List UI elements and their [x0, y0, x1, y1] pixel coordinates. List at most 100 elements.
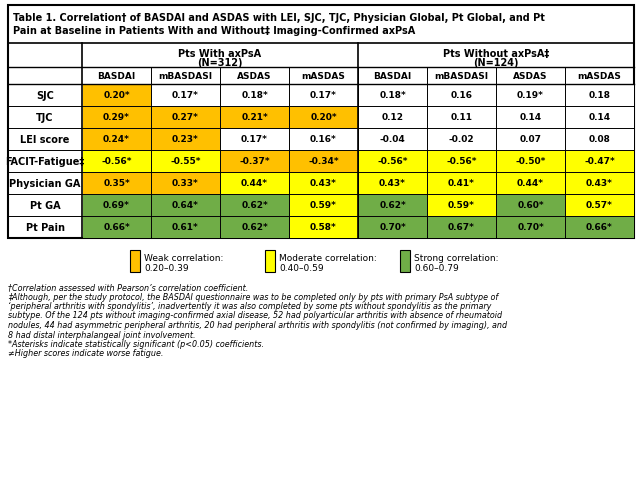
Text: 0.58*: 0.58*	[310, 223, 337, 232]
Text: 0.43*: 0.43*	[586, 179, 613, 188]
Bar	[358, 129, 426, 150]
Text: mBASDASI: mBASDASI	[159, 72, 213, 81]
Text: BASDAI: BASDAI	[374, 72, 412, 81]
Text: -0.34*: -0.34*	[308, 157, 339, 166]
Text: 0.21*: 0.21*	[241, 113, 268, 122]
Bar	[220, 173, 288, 194]
Text: 0.27*: 0.27*	[172, 113, 199, 122]
Text: 0.62*: 0.62*	[379, 201, 406, 210]
Bar	[152, 107, 220, 128]
Bar	[220, 195, 288, 216]
Text: 0.62*: 0.62*	[241, 201, 268, 210]
Text: 0.29*: 0.29*	[103, 113, 130, 122]
Text: TJC: TJC	[36, 113, 54, 123]
Text: 0.12: 0.12	[381, 113, 404, 122]
Text: 0.17*: 0.17*	[310, 91, 337, 101]
Text: *Asterisks indicate statistically significant (p<0.05) coefficients.: *Asterisks indicate statistically signif…	[8, 339, 264, 348]
Bar	[496, 151, 564, 172]
Bar	[566, 173, 634, 194]
Text: -0.56*: -0.56*	[446, 157, 477, 166]
Bar	[428, 151, 496, 172]
Text: mBASDASI: mBASDASI	[435, 72, 489, 81]
Bar	[83, 107, 150, 128]
Text: 0.18*: 0.18*	[241, 91, 268, 101]
Text: SJC: SJC	[36, 91, 54, 101]
Text: 0.23*: 0.23*	[172, 135, 199, 144]
Bar	[566, 107, 634, 128]
Bar	[83, 195, 150, 216]
Text: ASDAS: ASDAS	[238, 72, 272, 81]
Text: 0.16*: 0.16*	[310, 135, 337, 144]
Text: 8 had distal interphalangeal joint involvement.: 8 had distal interphalangeal joint invol…	[8, 330, 196, 339]
Bar	[152, 195, 220, 216]
Text: 0.14: 0.14	[589, 113, 611, 122]
Text: 0.17*: 0.17*	[172, 91, 199, 101]
Text: ‘peripheral arthritis with spondylitis’, inadvertently it was also completed by : ‘peripheral arthritis with spondylitis’,…	[8, 302, 491, 310]
Text: 0.60–0.79: 0.60–0.79	[414, 264, 459, 272]
Text: 0.70*: 0.70*	[517, 223, 544, 232]
Text: 0.59*: 0.59*	[310, 201, 337, 210]
Bar	[428, 173, 496, 194]
Bar	[496, 173, 564, 194]
Text: 0.40–0.59: 0.40–0.59	[279, 264, 324, 272]
Text: 0.19*: 0.19*	[517, 91, 544, 101]
Bar	[83, 217, 150, 238]
Text: 0.20*: 0.20*	[103, 91, 130, 101]
Bar	[290, 151, 358, 172]
Bar	[358, 107, 426, 128]
Text: Pt Pain: Pt Pain	[26, 223, 64, 232]
Text: 0.08: 0.08	[589, 135, 611, 144]
Text: 0.44*: 0.44*	[517, 179, 544, 188]
Bar	[496, 85, 564, 106]
Text: subtype. Of the 124 pts without imaging-confirmed axial disease, 52 had polyarti: subtype. Of the 124 pts without imaging-…	[8, 311, 502, 320]
Text: -0.37*: -0.37*	[239, 157, 270, 166]
Bar	[566, 151, 634, 172]
Text: 0.16: 0.16	[451, 91, 473, 101]
Bar	[428, 217, 496, 238]
Text: 0.35*: 0.35*	[103, 179, 130, 188]
Bar	[290, 85, 358, 106]
Text: -0.56*: -0.56*	[101, 157, 132, 166]
Text: ‡Although, per the study protocol, the BASDAI questionnaire was to be completed : ‡Although, per the study protocol, the B…	[8, 292, 498, 301]
Bar	[358, 85, 426, 106]
Bar	[428, 107, 496, 128]
Bar	[265, 250, 275, 272]
Bar	[496, 217, 564, 238]
Text: 0.18: 0.18	[589, 91, 611, 101]
Text: -0.56*: -0.56*	[377, 157, 408, 166]
Text: -0.50*: -0.50*	[516, 157, 546, 166]
Text: Weak correlation:: Weak correlation:	[144, 253, 223, 263]
Text: Strong correlation:: Strong correlation:	[414, 253, 498, 263]
Text: Moderate correlation:: Moderate correlation:	[279, 253, 377, 263]
Bar	[220, 85, 288, 106]
Bar	[220, 151, 288, 172]
Bar	[566, 217, 634, 238]
Text: 0.18*: 0.18*	[379, 91, 406, 101]
Bar	[358, 217, 426, 238]
Text: 0.57*: 0.57*	[586, 201, 613, 210]
Text: 0.64*: 0.64*	[172, 201, 199, 210]
Text: 0.66*: 0.66*	[103, 223, 130, 232]
Bar	[358, 195, 426, 216]
Text: ≠Higher scores indicate worse fatigue.: ≠Higher scores indicate worse fatigue.	[8, 349, 163, 358]
Bar	[8, 6, 634, 239]
Bar	[220, 217, 288, 238]
Bar	[152, 151, 220, 172]
Bar	[83, 129, 150, 150]
Text: nodules, 44 had asymmetric peripheral arthritis, 20 had peripheral arthritis wit: nodules, 44 had asymmetric peripheral ar…	[8, 320, 507, 329]
Text: Pain at Baseline in Patients With and Without‡ Imaging-Confirmed axPsA: Pain at Baseline in Patients With and Wi…	[13, 26, 415, 36]
Bar	[496, 107, 564, 128]
Text: 0.44*: 0.44*	[241, 179, 268, 188]
Bar	[496, 195, 564, 216]
Text: 0.43*: 0.43*	[310, 179, 337, 188]
Bar	[400, 250, 410, 272]
Text: 0.24*: 0.24*	[103, 135, 130, 144]
Text: 0.17*: 0.17*	[241, 135, 268, 144]
Bar	[152, 85, 220, 106]
Bar	[496, 129, 564, 150]
Text: 0.41*: 0.41*	[448, 179, 475, 188]
Bar	[428, 195, 496, 216]
Bar	[428, 85, 496, 106]
Text: Pts Without axPsA‡: Pts Without axPsA‡	[443, 49, 549, 59]
Text: -0.47*: -0.47*	[584, 157, 615, 166]
